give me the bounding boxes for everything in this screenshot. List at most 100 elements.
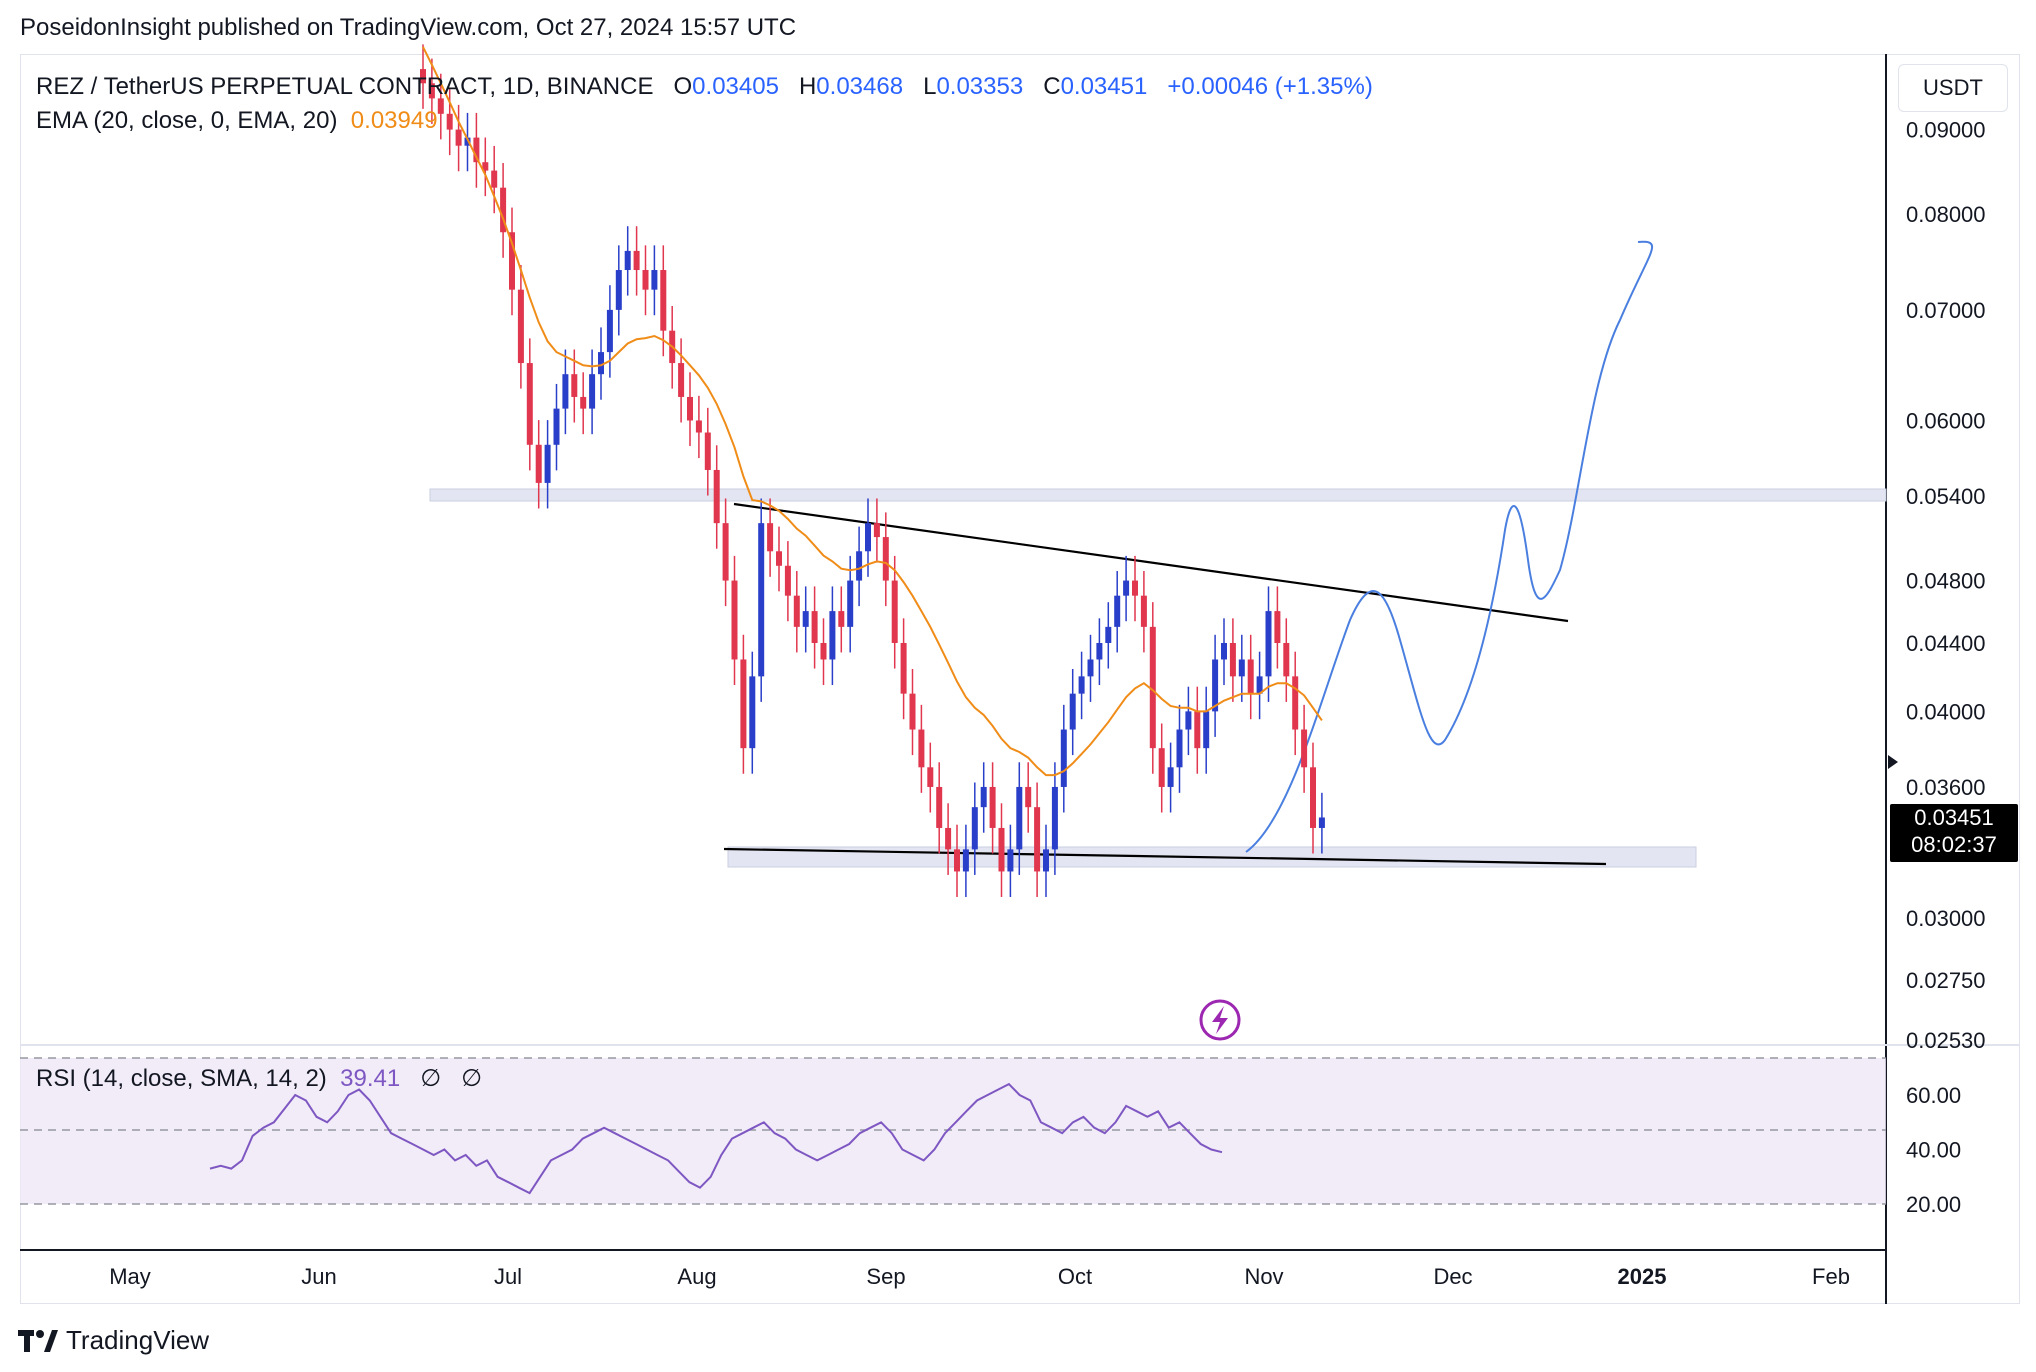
candle-body <box>1292 676 1299 730</box>
lightning-icon[interactable] <box>1199 999 1241 1041</box>
descending-trendline[interactable] <box>733 502 1569 623</box>
candle-body <box>954 849 960 872</box>
currency-button[interactable]: USDT <box>1898 64 2008 112</box>
candle-body <box>660 270 667 331</box>
symbol-legend: REZ / TetherUS PERPETUAL CONTRACT, 1D, B… <box>36 70 1373 138</box>
time-tick-label: May <box>109 1264 151 1289</box>
candle-body <box>1265 611 1272 677</box>
candle-body <box>776 551 782 566</box>
rsi-value: 39.41 <box>340 1065 401 1092</box>
projected-path[interactable] <box>1245 240 1653 853</box>
time-tick-label: Jun <box>301 1264 336 1289</box>
candle-body <box>989 786 996 828</box>
candle-body <box>749 676 756 749</box>
candle-body <box>1203 711 1210 749</box>
candle-body <box>1069 693 1076 730</box>
candle-body <box>482 162 489 171</box>
resistance-zone[interactable] <box>429 488 1887 502</box>
candle-body <box>767 523 774 552</box>
candle-body <box>428 83 435 99</box>
candle-body <box>1149 626 1156 749</box>
change-value: +0.00046 (+1.35%) <box>1167 73 1373 100</box>
candle-body <box>695 420 702 433</box>
rsi-line <box>209 1082 1223 1195</box>
price-tick-label: 0.08000 <box>1906 202 1986 227</box>
candle-body <box>1078 676 1085 694</box>
support-trendline[interactable] <box>723 847 1607 866</box>
candle-body <box>553 408 560 445</box>
candle-body <box>838 611 845 627</box>
high-label: H <box>798 73 817 100</box>
candle-body <box>633 250 640 271</box>
candle-body <box>1318 817 1325 828</box>
time-tick-label: Dec <box>1433 1264 1472 1289</box>
candle-body <box>713 469 720 524</box>
ema-value: 0.03949 <box>350 107 438 134</box>
rsi-band <box>20 1058 1886 1204</box>
candle-body <box>1221 642 1227 660</box>
close-label: C <box>1043 73 1061 100</box>
candle-body <box>446 113 453 130</box>
price-axis-labels: 0.09000 0.08000 0.07000 0.06000 0.05400 0.048… <box>1906 118 1986 1053</box>
price-tick-label: 0.04000 <box>1906 699 1986 724</box>
candle-body <box>1025 786 1032 808</box>
bar-countdown: 08:02:37 <box>1911 832 1997 857</box>
candle-body <box>891 580 898 643</box>
candle-body <box>882 537 889 581</box>
candle-body <box>1132 580 1138 596</box>
candle-body <box>829 611 836 660</box>
candle-body <box>437 98 444 114</box>
price-marker-arrow <box>1888 755 1898 769</box>
candle-body <box>1212 659 1219 712</box>
candle-body <box>1194 711 1201 749</box>
ema-series <box>422 46 1323 777</box>
candle-body <box>1301 729 1308 768</box>
candle-body <box>1007 849 1014 872</box>
candle-body <box>865 523 871 552</box>
time-tick-label: Aug <box>677 1264 716 1289</box>
candle-body <box>1238 659 1245 677</box>
low-value: 0.03353 <box>936 73 1024 100</box>
price-tick-label: 0.02750 <box>1906 968 1986 993</box>
candle-body <box>740 659 747 749</box>
candle-body <box>571 374 578 397</box>
candle-body <box>1158 748 1165 787</box>
rsi-tick-label: 60.00 <box>1906 1083 1961 1108</box>
low-label: L <box>923 73 937 100</box>
candle-body <box>678 363 685 397</box>
candle-body <box>1167 767 1174 787</box>
tradingview-icon <box>18 1329 58 1352</box>
brand-name: TradingView <box>66 1325 210 1355</box>
time-tick-label: Nov <box>1244 1264 1283 1289</box>
candle-body <box>971 807 978 850</box>
candle-body <box>1087 659 1094 677</box>
candle-body <box>900 642 907 694</box>
rsi-legend: RSI (14, close, SMA, 14, 2) 39.41 ∅ ∅ <box>36 1064 482 1093</box>
candle-body <box>811 611 818 643</box>
candle-body <box>687 396 693 421</box>
candle-body <box>1096 642 1103 660</box>
candle-body <box>1140 595 1147 627</box>
time-tick-label: Sep <box>866 1264 905 1289</box>
tradingview-logo[interactable]: TradingView <box>18 1325 209 1356</box>
last-price: 0.03451 <box>1914 805 1994 830</box>
candle-body <box>651 270 658 290</box>
candle-body <box>873 523 880 538</box>
candle-body <box>1016 786 1023 850</box>
candle-body <box>473 137 480 163</box>
candle-body <box>455 129 462 146</box>
price-tick-label: 0.04800 <box>1906 569 1986 594</box>
rsi-tick-label: 40.00 <box>1906 1138 1961 1163</box>
price-tick-label: 0.04400 <box>1906 631 1986 656</box>
candle-body <box>1123 580 1130 596</box>
candle-body <box>615 270 622 310</box>
candle-body <box>793 595 800 627</box>
candle-body <box>606 309 613 353</box>
candle-body <box>1034 807 1041 872</box>
price-tick-label: 0.02530 <box>1906 1028 1986 1053</box>
candle-body <box>758 523 765 677</box>
candle-body <box>464 137 471 146</box>
chart-frame[interactable] <box>20 54 2020 1304</box>
price-tick-label: 0.06000 <box>1906 408 1986 433</box>
